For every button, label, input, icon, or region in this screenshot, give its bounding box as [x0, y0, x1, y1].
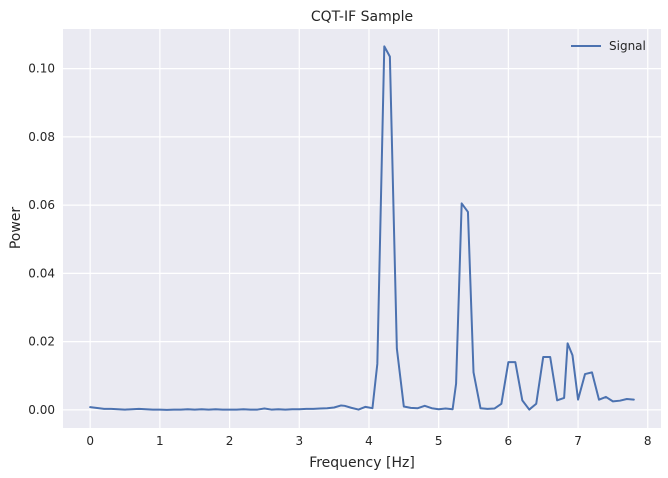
y-tick-label: 0.06 [28, 198, 55, 212]
legend: Signal [571, 39, 646, 53]
legend-label-signal: Signal [609, 39, 646, 53]
series-line-signal [89, 45, 635, 411]
series-layer [89, 45, 635, 411]
x-tick-label: 2 [226, 434, 234, 448]
x-axis-label: Frequency [Hz] [309, 455, 415, 471]
tick-labels: 0 1 2 3 4 5 6 7 8 0.00 0.02 0.04 0.06 0.08 0.10 [28, 62, 651, 448]
y-tick-label: 0.00 [28, 403, 55, 417]
y-tick-label: 0.02 [28, 335, 55, 349]
x-tick-label: 4 [365, 434, 373, 448]
x-tick-label: 7 [574, 434, 582, 448]
x-tick-label: 6 [505, 434, 513, 448]
y-tick-label: 0.04 [28, 266, 55, 280]
y-axis-label: Power [8, 207, 24, 250]
x-tick-label: 3 [295, 434, 303, 448]
chart-title: CQT-IF Sample [311, 9, 413, 25]
y-tick-label: 0.10 [28, 62, 55, 76]
x-tick-label: 0 [86, 434, 94, 448]
x-tick-label: 5 [435, 434, 443, 448]
plot-background [63, 29, 661, 428]
grid [63, 29, 661, 428]
y-tick-label: 0.08 [28, 130, 55, 144]
x-tick-label: 1 [156, 434, 164, 448]
x-tick-label: 8 [644, 434, 652, 448]
